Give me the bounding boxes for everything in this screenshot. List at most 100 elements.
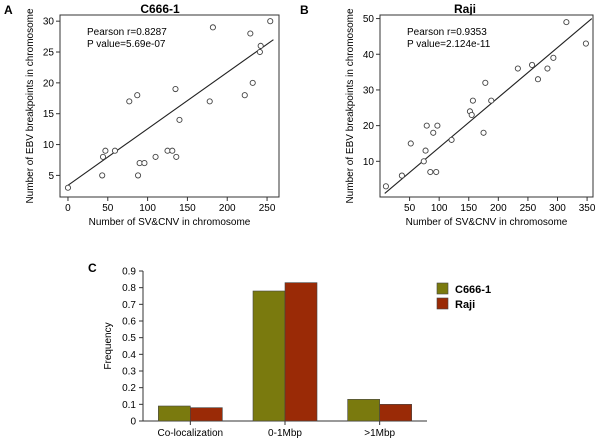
c666-data-point [173,153,180,160]
c666-data-point [111,147,118,154]
c666-data-point [176,116,183,123]
raji-data-point [544,65,551,72]
bar-y-tick-label: 0.8 [122,283,136,294]
raji-data-point [480,129,487,136]
legend-label: C666-1 [455,284,491,296]
raji-data-point [422,147,429,154]
raji-data-point [514,65,521,72]
bar-raji [284,282,318,422]
raji-data-point [433,168,440,176]
raji-x-tick-label: 100 [431,203,448,214]
raji-data-point [550,54,557,61]
scatter-plot-c666: 0 50 100 150 200 250 5 10 15 20 25 30 Number of SV&C… [25,8,280,228]
raji-data-point [448,136,455,143]
raji-data-point [382,183,389,190]
raji-data-point [427,168,434,176]
c666-data-point [249,79,256,86]
bar-y-tick-label: 0 [130,417,136,428]
panel-a-letter: A [4,3,13,17]
raji-y-tick-label: 30 [363,85,375,96]
c666-data-point [172,85,179,93]
c666-y-axis-label: Number of EBV breakpoints in chromosome [25,8,36,204]
c666-regression-line [67,39,274,186]
scatter-plot-raji: 50 100 150 200 250 300 350 10 20 30 40 50 Number of … [345,8,596,228]
raji-data-point [423,122,430,129]
raji-annotation: P value=2.124e-11 [407,39,491,50]
raji-data-point [434,122,441,129]
bar-category-label: 0-1Mbp [268,428,302,439]
raji-x-axis-label: Number of SV&CNV in chromosome [406,217,568,228]
bar-raji [379,404,412,422]
bar-c666 [347,399,380,422]
c666-data-point [99,172,106,179]
bar-y-tick-label: 0.3 [122,367,136,378]
bar-category-label: >1Mbp [364,428,395,439]
panel-b-title: Raji [454,2,476,16]
bar-y-tick-label: 0.9 [122,267,136,278]
raji-x-tick-label: 50 [404,203,416,214]
bar-category-label: Co-localization [158,428,224,439]
c666-y-tick-label: 20 [43,78,55,89]
c666-y-tick-label: 15 [43,109,55,120]
bar-y-axis-label: Frequency [103,322,114,369]
c666-data-point [152,153,159,160]
raji-data-point [420,158,427,165]
c666-y-tick-label: 10 [43,140,55,151]
raji-x-tick-label: 150 [460,203,477,214]
raji-y-tick-label: 40 [363,50,375,61]
raji-data-point [488,97,495,104]
c666-data-point [257,42,264,49]
raji-annotation: Pearson r=0.9353 [407,27,487,38]
raji-data-point [582,40,589,47]
bar-y-tick-label: 0.6 [122,317,136,328]
bar-chart-frequency: 0 0.1 0.2 0.3 0.4 0.5 0.6 0.7 0.8 0.9 Frequency Co-… [103,267,491,440]
panel-c-letter: C [88,261,97,275]
bar-c666 [252,290,286,422]
legend-swatch [436,297,449,310]
c666-x-tick-label: 200 [219,203,236,214]
raji-y-tick-label: 10 [363,157,375,168]
raji-data-point [534,76,542,83]
c666-data-point [247,30,254,37]
bar-raji [190,407,223,422]
c666-data-point [267,18,274,25]
c666-data-point [256,48,263,56]
c666-data-point [126,98,133,105]
raji-y-tick-label: 20 [363,121,375,132]
raji-plot-frame [379,14,594,198]
c666-annotation: P value=5.69e-07 [87,39,166,50]
c666-x-tick-label: 0 [65,203,71,214]
raji-x-tick-label: 300 [549,203,566,214]
c666-x-tick-label: 50 [102,203,114,214]
c666-data-point [206,98,213,105]
raji-x-tick-label: 350 [579,203,596,214]
c666-data-point [141,160,148,167]
raji-data-point [430,129,437,136]
c666-data-point [134,92,141,99]
bar-y-tick-label: 0.7 [122,300,136,311]
raji-data-point [563,19,570,26]
raji-data-point [469,97,476,104]
panel-a-title: C666-1 [140,2,180,16]
raji-y-tick-label: 50 [363,14,375,25]
raji-data-point [407,140,414,147]
panel-b-letter: B [300,3,309,17]
bar-y-tick-label: 0.2 [122,383,136,394]
c666-x-axis-label: Number of SV&CNV in chromosome [89,217,251,228]
panel-b: B Raji 50 100 150 200 250 300 350 10 20 30 40 50 Num… [300,2,596,228]
c666-data-point [64,184,72,191]
raji-data-point [468,111,475,118]
c666-plot-frame [59,14,280,198]
raji-x-tick-label: 250 [520,203,537,214]
c666-x-tick-label: 100 [139,203,156,214]
c666-data-point [102,147,109,154]
c666-data-point [99,153,107,160]
bar-c666 [158,405,191,422]
raji-data-point [529,61,536,69]
c666-data-point [134,172,142,179]
c666-y-tick-label: 30 [43,17,55,28]
bar-y-tick-label: 0.1 [122,400,136,411]
raji-data-point [398,172,405,179]
raji-x-tick-label: 200 [490,203,507,214]
panel-c: C 0 0.1 0.2 0.3 0.4 0.5 0.6 0.7 0.8 0.9 Frequency C… [88,261,491,439]
